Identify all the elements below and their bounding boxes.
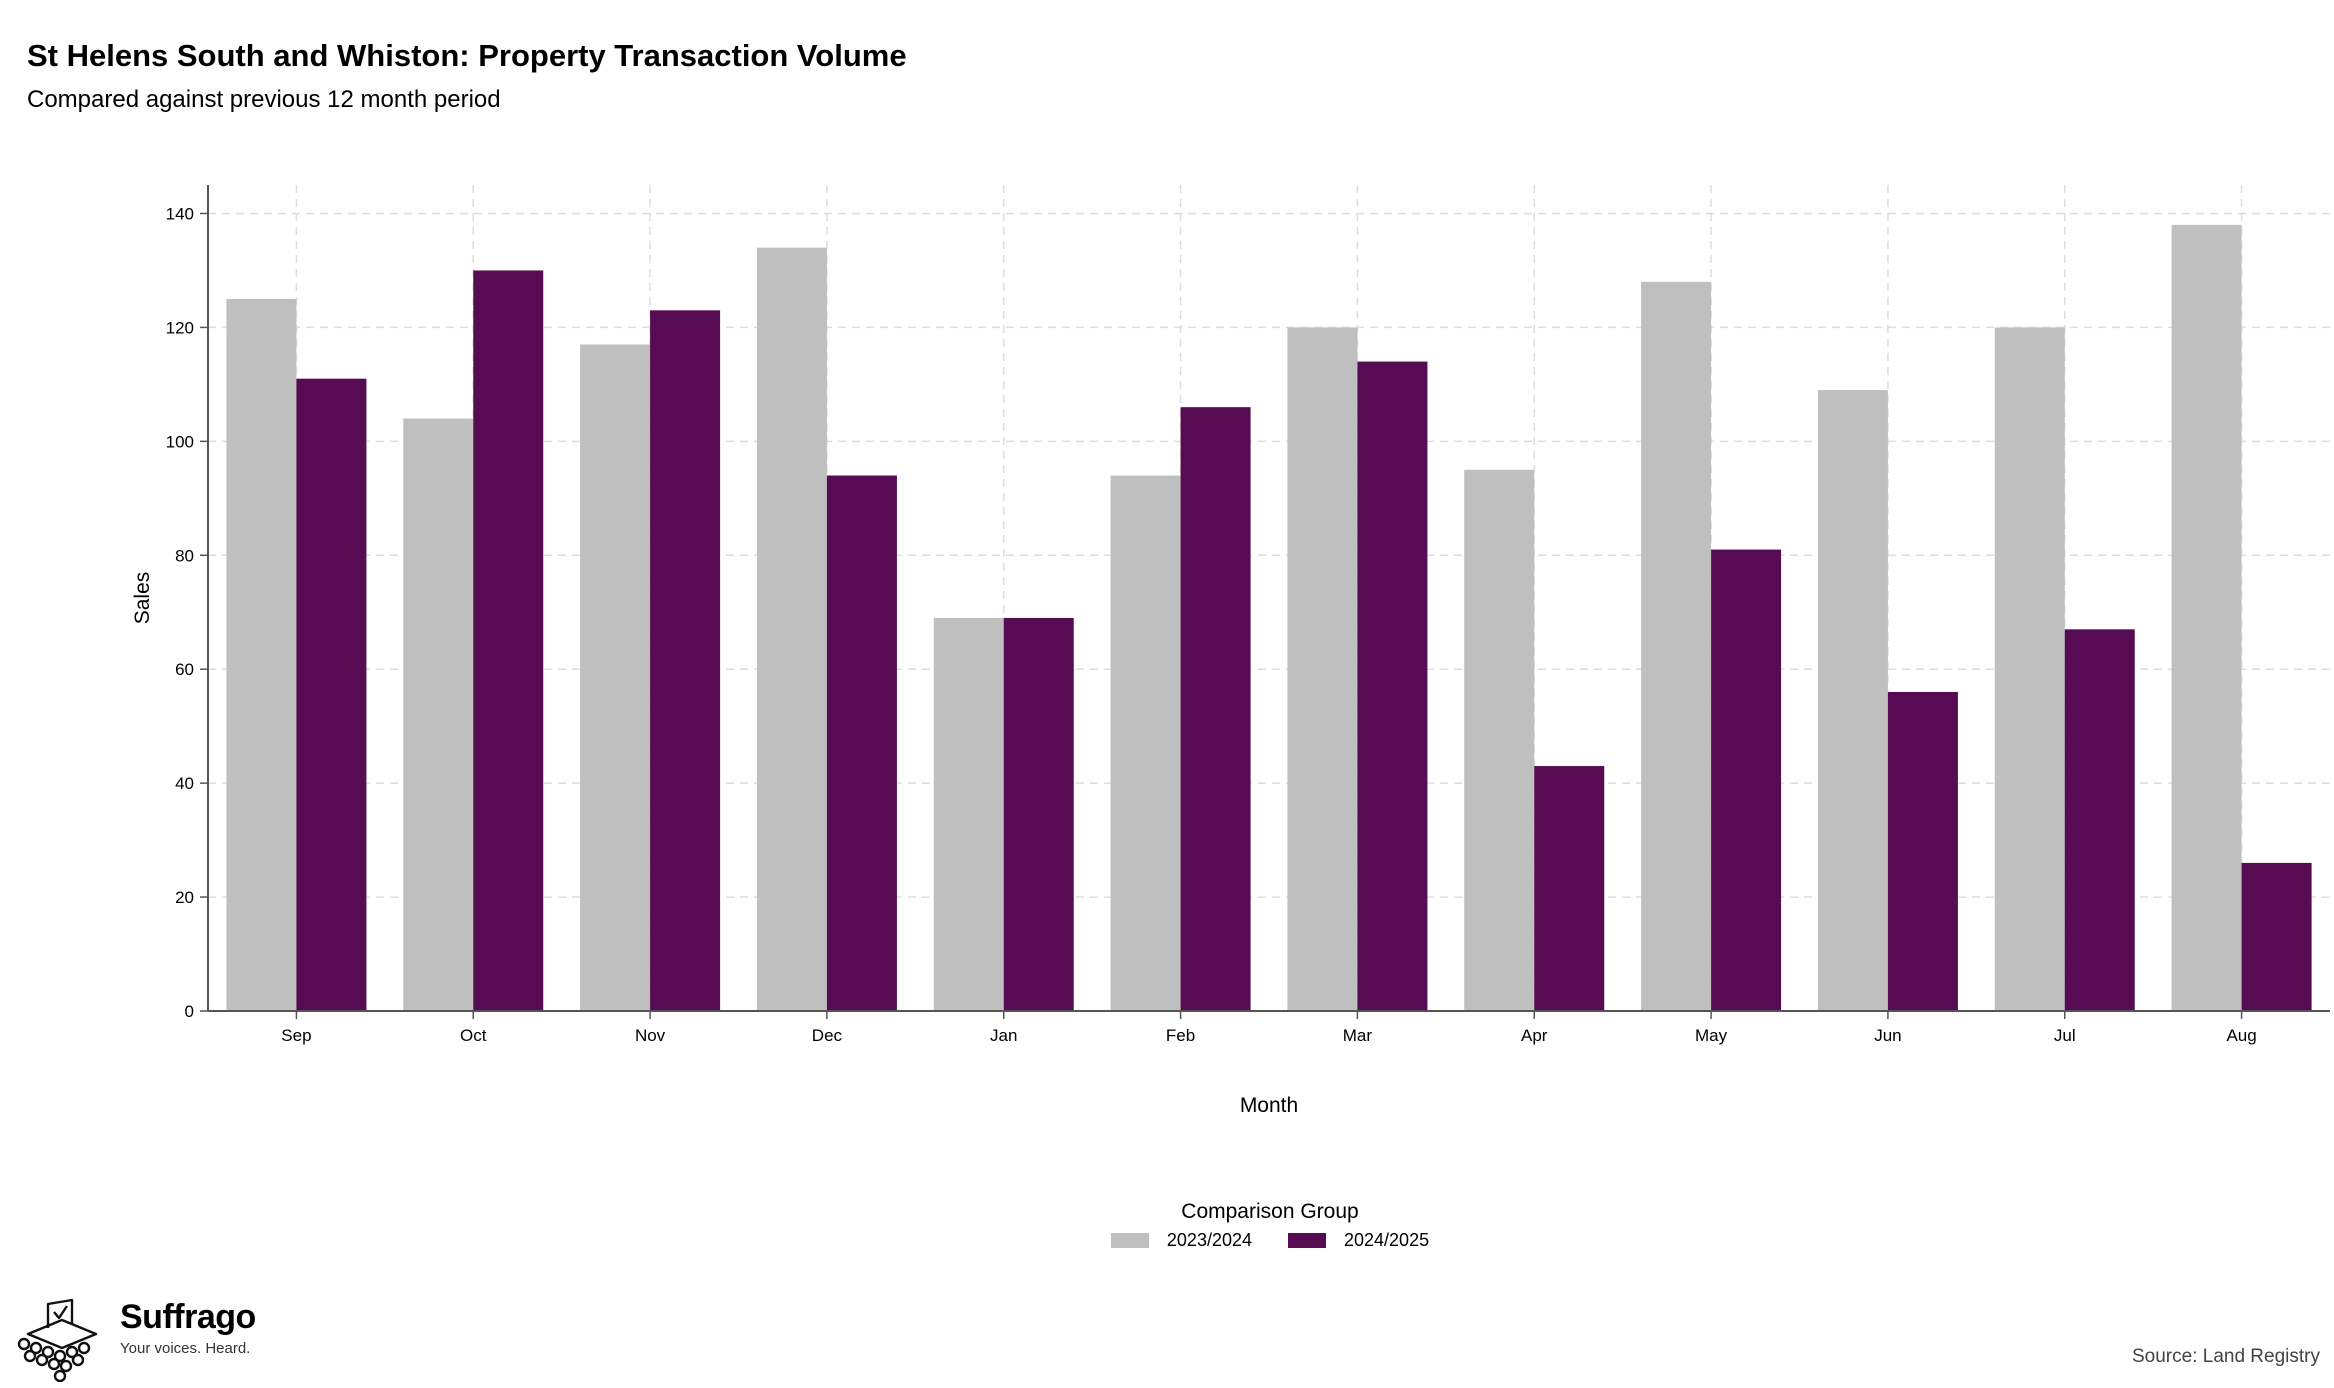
x-tick-label: Jul — [2054, 1026, 2076, 1045]
ballot-box-icon — [17, 1298, 98, 1382]
y-tick-label: 120 — [166, 318, 194, 337]
y-axis-title: Sales — [131, 572, 154, 625]
bar-2024-2025-dec — [826, 475, 897, 1011]
y-tick-label: 100 — [166, 432, 194, 451]
x-tick-label: Nov — [635, 1026, 666, 1045]
bar-2024-2025-may — [1711, 549, 1782, 1011]
x-tick-label: Sep — [281, 1026, 311, 1045]
brand-tagline: Your voices. Heard. — [120, 1340, 251, 1357]
bar-2023-2024-aug — [2171, 224, 2242, 1011]
bar-2023-2024-feb — [1110, 475, 1181, 1011]
bar-2024-2025-jul — [2064, 629, 2135, 1011]
bar-2023-2024-jun — [1817, 390, 1888, 1011]
x-axis-title: Month — [1240, 1094, 1298, 1117]
x-tick-label: Jan — [990, 1026, 1017, 1045]
legend-swatch — [1110, 1233, 1149, 1248]
x-tick-label: Feb — [1166, 1026, 1195, 1045]
bar-2024-2025-oct — [473, 270, 544, 1012]
x-tick-label: May — [1695, 1026, 1728, 1045]
bar-2023-2024-mar — [1287, 327, 1358, 1011]
x-tick-label: Mar — [1343, 1026, 1373, 1045]
legend-label: 2023/2024 — [1166, 1230, 1252, 1250]
bar-2023-2024-dec — [756, 247, 827, 1012]
bar-2023-2024-jul — [1994, 327, 2065, 1011]
y-tick-label: 60 — [175, 660, 194, 679]
y-tick-label: 80 — [175, 546, 194, 565]
x-tick-label: Dec — [812, 1026, 843, 1045]
y-tick-label: 0 — [185, 1002, 194, 1021]
bars — [226, 224, 2312, 1012]
bar-2024-2025-mar — [1357, 361, 1428, 1011]
legend: Comparison Group 2023/2024 2024/2025 — [1000, 1200, 1540, 1251]
bar-2024-2025-jan — [1003, 617, 1074, 1011]
bar-2023-2024-sep — [226, 298, 297, 1011]
y-tick-label: 140 — [166, 204, 194, 223]
bar-2024-2025-sep — [296, 378, 367, 1012]
brand-name: Suffrago — [120, 1298, 256, 1336]
y-tick-label: 40 — [175, 774, 194, 793]
bar-2023-2024-apr — [1464, 469, 1535, 1011]
legend-swatch — [1288, 1233, 1326, 1248]
bar-chart: 0 20 40 60 80 100 120 140 Sep Oct Nov Dec Jan Feb Mar… — [131, 185, 2330, 1117]
bar-2023-2024-nov — [580, 344, 651, 1012]
bar-2024-2025-nov — [650, 310, 721, 1012]
legend-label: 2024/2025 — [1344, 1230, 1430, 1250]
y-tick-label: 20 — [175, 888, 194, 907]
bar-2024-2025-jun — [1887, 691, 1958, 1011]
bar-2024-2025-apr — [1534, 766, 1605, 1011]
legend-title: Comparison Group — [1181, 1200, 1359, 1223]
bar-2024-2025-aug — [2241, 862, 2312, 1011]
bar-2023-2024-may — [1641, 281, 1712, 1011]
x-tick-label: Oct — [460, 1026, 487, 1045]
x-tick-label: Aug — [2226, 1026, 2256, 1045]
x-tick-label: Apr — [1521, 1026, 1548, 1045]
bar-2023-2024-jan — [933, 617, 1004, 1011]
brand-logo: Suffrago Your voices. Heard. — [14, 1298, 256, 1382]
bar-2024-2025-feb — [1180, 407, 1251, 1011]
chart-title: St Helens South and Whiston: Property Tr… — [27, 38, 907, 73]
legend-item-2024-2025: 2024/2025 — [1288, 1230, 1429, 1251]
source-note: Source: Land Registry — [2132, 1346, 2320, 1367]
axes — [207, 185, 2330, 1012]
x-axis-ticks: Sep Oct Nov Dec Jan Feb Mar Apr May Jun Jul Aug — [281, 1011, 2257, 1045]
bar-2023-2024-oct — [403, 418, 474, 1012]
legend-item-2023-2024: 2023/2024 — [1110, 1230, 1252, 1251]
x-tick-label: Jun — [1874, 1026, 1901, 1045]
chart-subtitle: Compared against previous 12 month perio… — [27, 86, 501, 113]
y-axis-ticks: 0 20 40 60 80 100 120 140 — [166, 204, 208, 1021]
